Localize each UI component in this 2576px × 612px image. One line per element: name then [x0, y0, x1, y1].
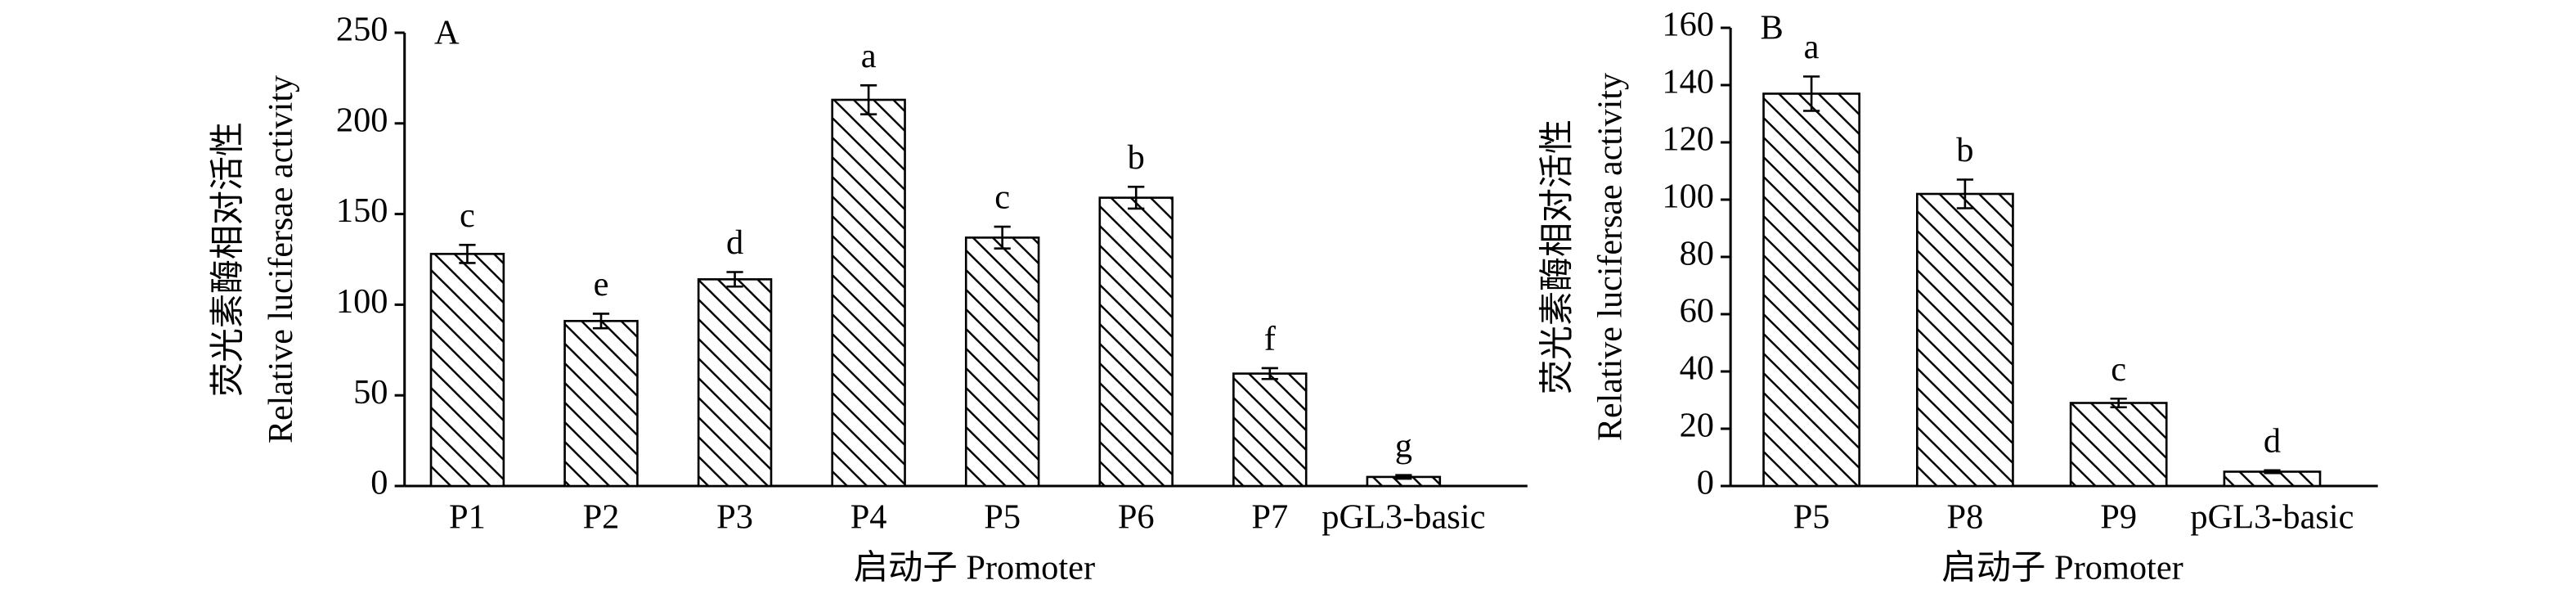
significance-letter: a [1804, 28, 1820, 66]
y-tick-label: 80 [1680, 235, 1714, 273]
error-bar [1128, 186, 1145, 210]
bar-hatch [2069, 402, 2168, 488]
bar-hatch [831, 98, 906, 488]
y-tick-label: 200 [336, 101, 388, 140]
x-tick-label: pGL3-basic [1322, 498, 1485, 537]
x-tick-label: P5 [984, 498, 1021, 537]
bar-hatch [1762, 92, 1860, 488]
x-axis-label: 启动子 Promoter [854, 549, 1096, 587]
error-bar [1803, 75, 1820, 112]
y-tick-label: 60 [1680, 292, 1714, 331]
bar-hatch [964, 236, 1040, 488]
error-bar [860, 83, 877, 116]
y-tick-label: 160 [1662, 6, 1714, 44]
significance-letter: g [1395, 427, 1412, 466]
bar-hatch [1232, 372, 1308, 488]
y-tick-label: 120 [1662, 120, 1714, 159]
x-axis-label: 启动子 Promoter [1941, 549, 2183, 587]
y-axis-label-en: Relative lucifersae activity [262, 75, 300, 443]
x-tick-label: P3 [716, 498, 753, 537]
x-tick-label: P8 [1946, 498, 1983, 537]
error-bar [1956, 178, 1973, 209]
bar-hatch [697, 278, 773, 488]
significance-letter: a [861, 37, 877, 75]
y-tick-label: 250 [336, 11, 388, 49]
x-tick-label: pGL3-basic [2190, 498, 2354, 537]
error-bar [2110, 397, 2127, 409]
x-tick-label: P9 [2100, 498, 2137, 537]
y-tick-label: 0 [1697, 464, 1714, 502]
x-tick-label: P7 [1251, 498, 1288, 537]
significance-letter: c [994, 178, 1010, 217]
significance-letter: e [594, 265, 609, 304]
bar-hatch [429, 253, 505, 488]
significance-letter: b [1956, 131, 1973, 169]
y-axis-label-en: Relative lucifersae activity [1591, 73, 1629, 441]
bar-hatch [1916, 192, 2014, 488]
significance-letter: f [1264, 320, 1277, 358]
bar-hatch [563, 320, 639, 488]
y-tick-label: 50 [353, 373, 388, 412]
panel-label: B [1761, 9, 1784, 47]
x-tick-label: P1 [449, 498, 486, 537]
bar-hatch [1098, 196, 1174, 488]
significance-letter: d [726, 223, 743, 262]
significance-letter: d [2264, 422, 2281, 461]
x-tick-label: P2 [583, 498, 620, 537]
y-tick-label: 0 [370, 464, 388, 502]
y-tick-label: 20 [1680, 407, 1714, 445]
y-tick-label: 100 [336, 282, 388, 321]
y-tick-label: 150 [336, 191, 388, 230]
error-bar [726, 271, 743, 288]
y-tick-label: 100 [1662, 178, 1714, 216]
error-bar [2264, 469, 2281, 475]
x-tick-label: P6 [1118, 498, 1155, 537]
error-bar [459, 243, 476, 264]
panel-label: A [434, 14, 460, 52]
significance-letter: b [1128, 138, 1145, 177]
y-axis-label-zh: 荧光素酶相对活性 [1538, 119, 1577, 394]
y-tick-label: 140 [1662, 63, 1714, 101]
significance-letter: c [460, 196, 475, 235]
x-tick-label: P4 [850, 498, 887, 537]
x-tick-label: P5 [1793, 498, 1830, 537]
error-bar [1395, 474, 1412, 480]
error-bar [592, 313, 610, 330]
y-axis-label-zh: 荧光素酶相对活性 [209, 122, 247, 397]
significance-letter: c [2111, 350, 2126, 389]
error-bar [994, 225, 1011, 250]
error-bar [1261, 367, 1278, 380]
y-tick-label: 40 [1680, 349, 1714, 388]
